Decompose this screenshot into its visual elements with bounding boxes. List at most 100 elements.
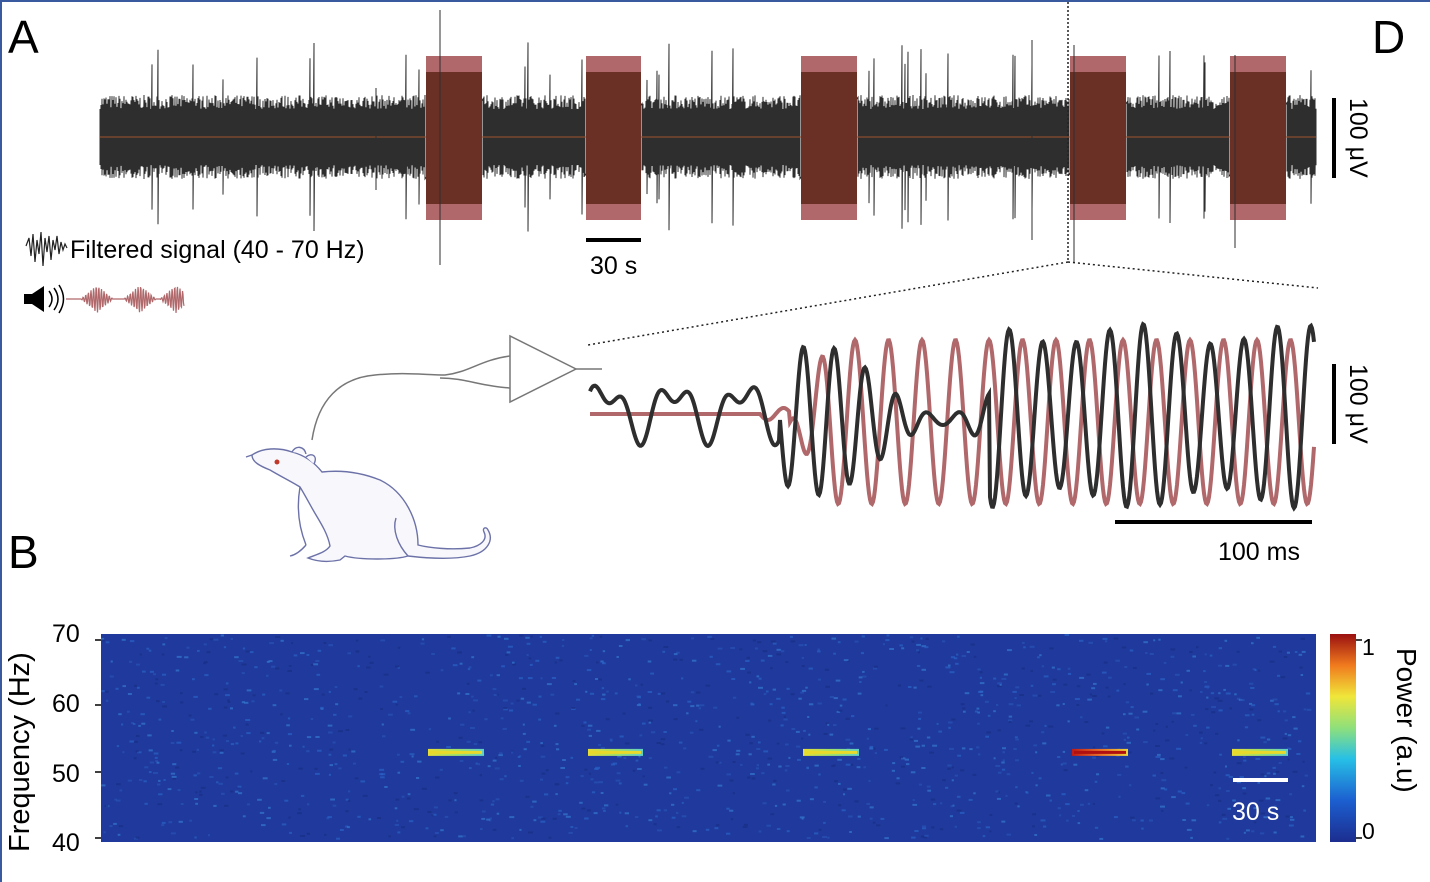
noise-speck	[1160, 805, 1165, 808]
noise-speck	[838, 709, 843, 712]
noise-speck	[921, 767, 926, 769]
noise-speck	[1249, 682, 1254, 685]
noise-speck	[139, 653, 142, 656]
electrode-wire	[311, 355, 511, 441]
noise-speck	[492, 828, 497, 831]
noise-speck	[479, 799, 484, 802]
noise-speck	[977, 722, 980, 725]
noise-speck	[1063, 769, 1068, 772]
noise-speck	[315, 772, 320, 775]
noise-speck	[314, 767, 318, 770]
noise-speck	[129, 640, 135, 643]
noise-speck	[1031, 771, 1034, 774]
noise-speck	[915, 745, 921, 748]
noise-speck	[804, 644, 807, 646]
noise-speck	[397, 646, 401, 649]
noise-speck	[457, 651, 462, 654]
noise-speck	[601, 687, 605, 690]
noise-speck	[1199, 741, 1203, 744]
noise-speck	[782, 803, 786, 806]
noise-speck	[526, 654, 529, 657]
noise-speck	[530, 635, 533, 638]
noise-speck	[227, 701, 231, 703]
noise-speck	[148, 771, 152, 774]
noise-speck	[494, 767, 500, 770]
noise-speck	[772, 688, 776, 691]
noise-speck	[1127, 736, 1130, 739]
raw-trace	[99, 42, 1317, 232]
noise-speck	[1253, 821, 1257, 824]
noise-speck	[1161, 809, 1164, 812]
noise-speck	[700, 767, 705, 770]
noise-speck	[1177, 790, 1182, 793]
noise-speck	[135, 735, 140, 737]
noise-speck	[200, 786, 206, 789]
noise-speck	[287, 670, 292, 672]
noise-speck	[1001, 761, 1005, 764]
noise-speck	[726, 670, 732, 673]
noise-speck	[740, 763, 743, 766]
noise-speck	[917, 727, 921, 730]
noise-speck	[171, 775, 177, 778]
noise-speck	[1178, 695, 1182, 698]
noise-speck	[1211, 711, 1216, 714]
noise-speck	[882, 643, 885, 646]
noise-speck	[896, 777, 900, 780]
noise-speck	[801, 665, 805, 667]
noise-speck	[766, 824, 771, 827]
noise-speck	[158, 779, 161, 782]
noise-speck	[673, 718, 678, 721]
noise-speck	[1155, 723, 1159, 725]
noise-speck	[1130, 706, 1134, 709]
noise-speck	[979, 676, 982, 679]
noise-speck	[338, 730, 343, 733]
noise-speck	[1196, 646, 1199, 649]
noise-speck	[1048, 725, 1054, 728]
colorbar-max-label: 1	[1362, 634, 1375, 660]
noise-speck	[795, 745, 801, 748]
noise-speck	[901, 757, 906, 760]
noise-speck	[1283, 710, 1287, 713]
noise-speck	[427, 811, 432, 813]
noise-speck	[487, 765, 491, 768]
noise-speck	[710, 638, 715, 640]
noise-speck	[288, 816, 291, 819]
noise-speck	[1242, 792, 1247, 795]
noise-speck	[1118, 795, 1121, 798]
noise-speck	[1095, 755, 1100, 757]
noise-speck	[306, 736, 312, 739]
noise-speck	[909, 636, 914, 639]
noise-speck	[224, 804, 229, 807]
noise-speck	[1244, 726, 1249, 729]
noise-speck	[555, 743, 559, 746]
noise-speck	[625, 825, 628, 828]
noise-speck	[648, 706, 653, 709]
noise-speck	[823, 733, 828, 735]
noise-speck	[1258, 669, 1261, 672]
noise-speck	[829, 696, 834, 698]
noise-speck	[109, 825, 113, 828]
noise-speck	[698, 707, 701, 710]
noise-speck	[208, 707, 212, 710]
noise-speck	[345, 798, 349, 801]
noise-speck	[839, 704, 843, 707]
noise-speck	[1128, 712, 1133, 715]
noise-speck	[1176, 747, 1182, 750]
noise-speck	[1225, 664, 1230, 667]
noise-speck	[873, 667, 878, 670]
noise-speck	[1059, 814, 1062, 817]
noise-speck	[379, 685, 384, 688]
noise-speck	[140, 713, 145, 716]
noise-speck	[180, 803, 184, 805]
noise-speck	[156, 761, 160, 764]
noise-speck	[1030, 684, 1034, 687]
noise-speck	[161, 653, 165, 656]
noise-speck	[1254, 669, 1257, 671]
noise-speck	[1043, 675, 1049, 678]
noise-speck	[156, 700, 160, 703]
noise-speck	[899, 756, 903, 759]
noise-speck	[496, 812, 500, 815]
noise-speck	[219, 751, 224, 754]
noise-speck	[561, 639, 565, 641]
noise-speck	[565, 815, 571, 818]
